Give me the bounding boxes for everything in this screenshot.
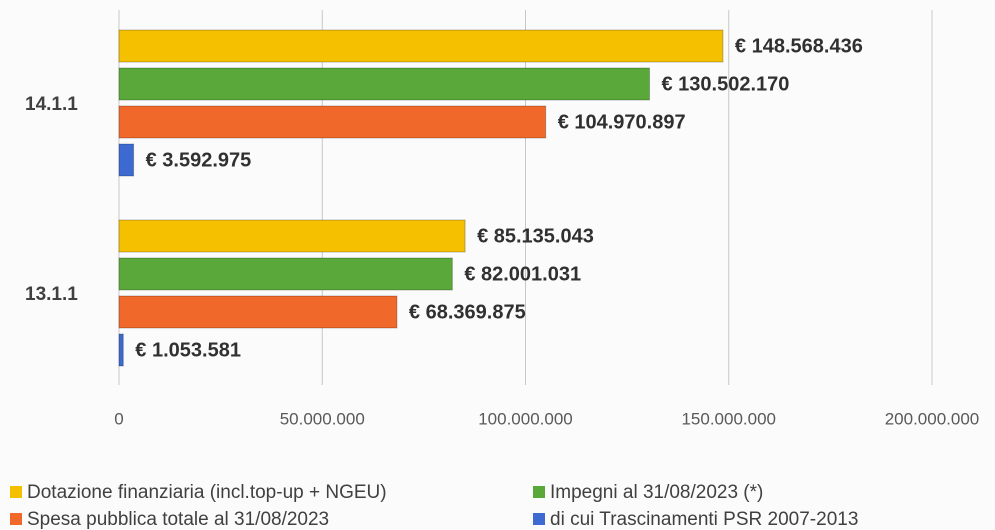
bar (118, 143, 135, 177)
value-label: € 68.369.875 (409, 301, 526, 323)
legend-swatch (533, 513, 545, 525)
value-label: € 130.502.170 (661, 73, 789, 95)
value-label: € 85.135.043 (477, 225, 594, 247)
bar (118, 219, 466, 253)
bar (118, 67, 650, 101)
x-tick-label: 0 (114, 409, 123, 428)
value-label: € 1.053.581 (135, 339, 241, 361)
bar (118, 257, 453, 291)
bar (118, 333, 124, 367)
legend-swatch (10, 486, 22, 498)
category-label: 14.1.1 (25, 94, 78, 115)
legend-swatch (533, 486, 545, 498)
bar (118, 295, 398, 329)
x-tick-label: 200.000.000 (885, 409, 980, 428)
bar (118, 29, 724, 63)
value-label: € 82.001.031 (464, 263, 581, 285)
category-label: 13.1.1 (25, 284, 78, 305)
value-label: € 104.970.897 (558, 111, 686, 133)
legend-label: Spesa pubblica totale al 31/08/2023 (27, 509, 329, 530)
legend-label: Impegni al 31/08/2023 (*) (550, 482, 763, 503)
x-tick-label: 50.000.000 (280, 409, 365, 428)
legend-label: di cui Trascinamenti PSR 2007-2013 (550, 509, 858, 530)
legend-swatch (10, 513, 22, 525)
x-tick-label: 150.000.000 (681, 409, 776, 428)
value-label: € 3.592.975 (146, 149, 252, 171)
value-label: € 148.568.436 (735, 35, 863, 57)
legend-label: Dotazione finanziaria (incl.top-up + NGE… (27, 482, 387, 503)
bar (118, 105, 547, 139)
x-tick-label: 100.000.000 (478, 409, 573, 428)
